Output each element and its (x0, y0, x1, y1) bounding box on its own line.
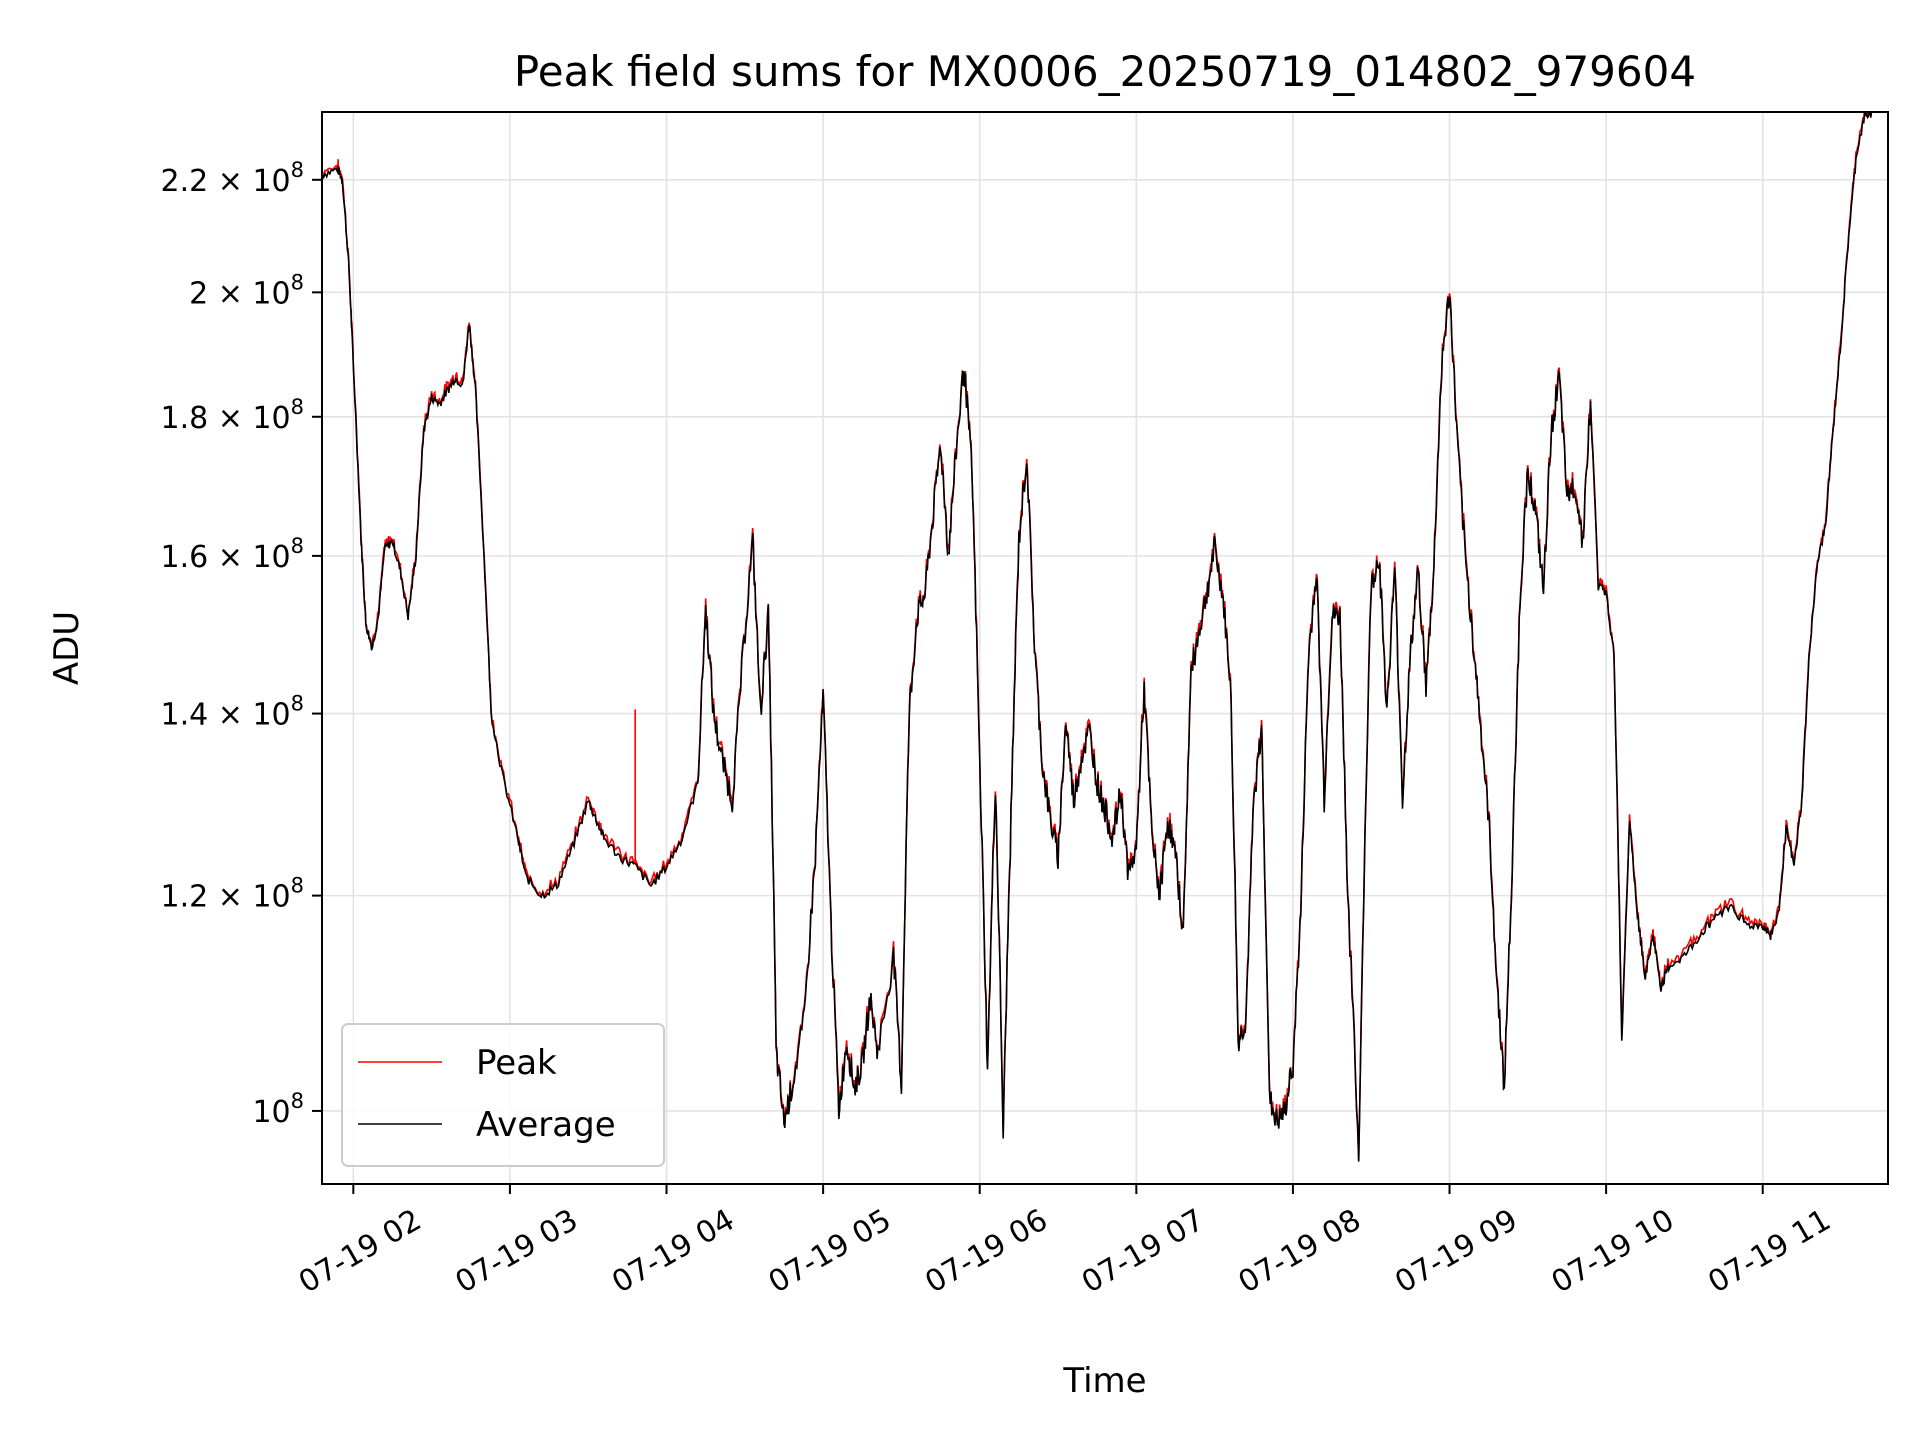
y-axis: 108 1.2 × 108 1.4 × 108 1.6 × 108 1.8 × 108 2… (161, 158, 322, 1130)
legend-box (341, 1023, 665, 1167)
x-tick-label: 07-19 11 (1702, 1203, 1836, 1301)
plot-frame (321, 111, 1889, 1185)
x-tick-label: 07-19 08 (1233, 1203, 1367, 1301)
x-axis: 07-19 02 07-19 03 07-19 04 07-19 05 07-19 06… (293, 1184, 1837, 1300)
x-tick-label: 07-19 05 (763, 1203, 897, 1301)
y-tick-label: 108 (252, 1089, 304, 1130)
x-tick-label: 07-19 06 (919, 1203, 1053, 1301)
y-tick-label: 2 × 108 (189, 270, 304, 311)
x-axis-label: Time (1062, 1361, 1146, 1401)
y-tick-label: 1.2 × 108 (161, 874, 304, 915)
legend-label-average: Average (476, 1105, 616, 1145)
x-tick-label: 07-19 09 (1389, 1203, 1523, 1301)
series-line-average (322, 112, 1873, 1162)
y-tick-label: 1.8 × 108 (161, 395, 304, 436)
x-tick-label: 07-19 07 (1076, 1203, 1210, 1301)
legend-label-peak: Peak (476, 1043, 557, 1083)
y-axis-label: ADU (47, 611, 87, 685)
y-tick-label: 1.6 × 108 (161, 534, 304, 575)
legend: Peak Average (341, 1023, 665, 1167)
chart-title: Peak field sums for MX0006_20250719_0148… (514, 47, 1696, 96)
x-tick-label: 07-19 03 (450, 1203, 584, 1301)
x-tick-label: 07-19 02 (293, 1203, 427, 1301)
series-line-peak (322, 112, 1872, 1161)
y-tick-label: 1.4 × 108 (161, 692, 304, 733)
x-tick-label: 07-19 10 (1546, 1203, 1680, 1301)
y-tick-label: 2.2 × 108 (161, 158, 304, 199)
x-tick-label: 07-19 04 (606, 1203, 740, 1301)
